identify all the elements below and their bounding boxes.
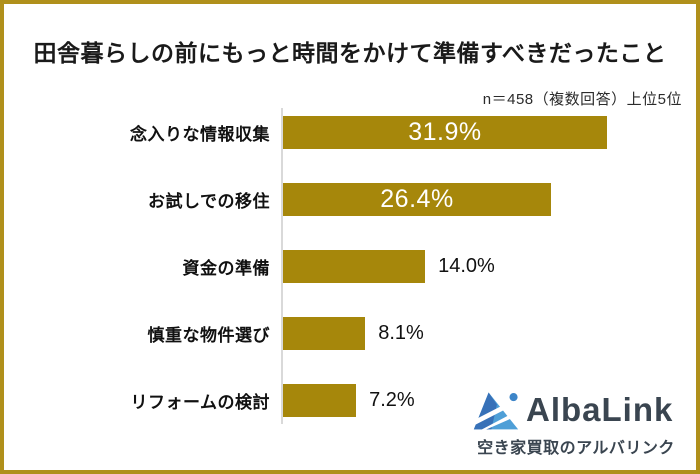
sample-size-note: n＝458（複数回答）上位5位	[482, 91, 682, 108]
brand-name: AlbaLink	[526, 391, 674, 428]
brand-tagline: 空き家買取のアルバリンク	[477, 440, 675, 457]
bar-row: 念入りな情報収集 31.9%	[4, 108, 696, 175]
bar-value-label-outside: 14.0%	[438, 255, 495, 277]
bar	[283, 384, 357, 417]
category-label: 資金の準備	[182, 259, 270, 278]
bar-value-label-outside: 8.1%	[378, 322, 424, 344]
bar	[283, 317, 366, 350]
y-axis-line	[281, 108, 283, 424]
bar	[283, 250, 426, 283]
bar-value-label-inside: 31.9%	[408, 118, 482, 146]
bar-row: お試しでの移住 26.4%	[4, 175, 696, 242]
bar: 26.4%	[283, 183, 551, 216]
bar: 31.9%	[283, 116, 607, 149]
bar-value-label-outside: 7.2%	[369, 389, 415, 411]
bar-row: 慎重な物件選び 8.1%	[4, 309, 696, 376]
chart-title: 田舎暮らしの前にもっと時間をかけて準備すべきだったこと	[33, 40, 667, 66]
bar-row: 資金の準備 14.0%	[4, 242, 696, 309]
albalink-logo: AlbaLink 空き家買取のアルバリンク	[472, 388, 680, 458]
category-label: お試しでの移住	[148, 192, 270, 211]
logo-triangle-icon	[472, 392, 519, 432]
bar-chart: 念入りな情報収集 31.9% お試しでの移住 26.4% 資金の準備	[4, 108, 696, 448]
bar-value-label-inside: 26.4%	[380, 185, 454, 213]
category-label: リフォームの検討	[130, 393, 270, 412]
category-label: 慎重な物件選び	[147, 326, 270, 345]
bar-row: リフォームの検討 7.2%	[4, 376, 696, 443]
category-label: 念入りな情報収集	[130, 125, 270, 144]
